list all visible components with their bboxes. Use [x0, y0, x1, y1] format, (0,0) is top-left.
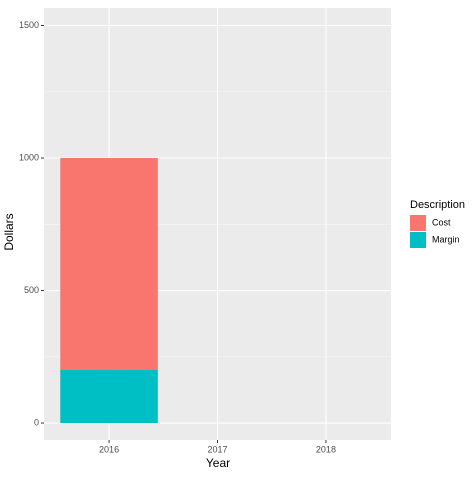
- x-tick-label: 2018: [316, 444, 336, 454]
- legend-label: Margin: [432, 234, 460, 244]
- y-tick-label: 0: [34, 417, 39, 427]
- legend-label: Cost: [432, 217, 451, 227]
- x-axis-title: Year: [206, 456, 230, 470]
- legend-key: [410, 232, 426, 248]
- y-tick-label: 500: [24, 285, 39, 295]
- bar-segment: [60, 158, 158, 371]
- y-tick-label: 1000: [19, 152, 39, 162]
- y-axis-title: Dollars: [2, 213, 16, 250]
- bar-segment: [60, 370, 158, 424]
- legend-title: Description: [410, 199, 465, 211]
- x-tick-label: 2016: [99, 444, 119, 454]
- x-tick-label: 2017: [207, 444, 227, 454]
- y-tick-label: 1500: [19, 20, 39, 30]
- legend-key: [410, 215, 426, 231]
